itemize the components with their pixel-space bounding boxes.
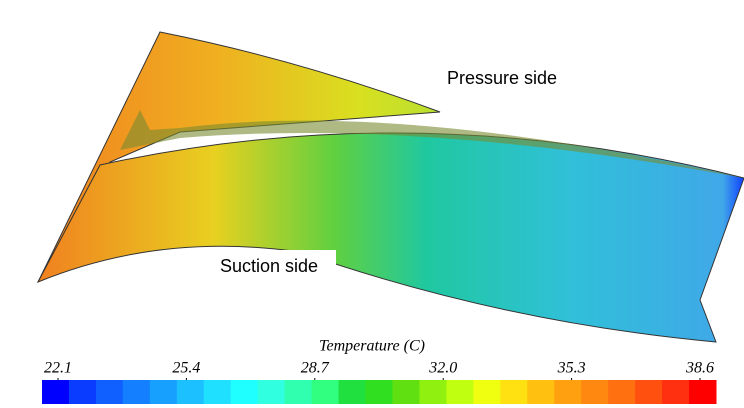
tick-label-box — [34, 360, 82, 378]
label-box — [210, 250, 336, 284]
tick-label: 38.6 — [685, 360, 714, 377]
colorbar-segment — [203, 380, 232, 404]
colorbar-segment — [635, 380, 663, 404]
colorbar-segment — [527, 380, 555, 404]
colorbar-segment — [42, 380, 70, 404]
colorbar-segment — [392, 380, 420, 404]
colorbar-segment — [338, 380, 367, 404]
colorbar-segment — [230, 380, 259, 404]
tick-label: 35.3 — [557, 360, 586, 377]
colorbar-segment — [581, 380, 609, 404]
tick-label-box — [547, 360, 596, 378]
colorbar-segment — [176, 380, 205, 404]
tick-label-box — [290, 360, 339, 378]
colorbar-segment — [122, 380, 151, 404]
colorbar-segment — [257, 380, 286, 404]
colorbar-segment — [149, 380, 178, 404]
colorbar-segment — [419, 380, 447, 404]
tick-label: 28.7 — [301, 360, 330, 377]
colorbar-segment — [365, 380, 393, 404]
colorbar: 22.1 25.4 28.7 32.0 35.3 38.6 — [34, 360, 724, 404]
colorbar-segment — [473, 380, 501, 404]
colorbar-segment — [95, 380, 124, 404]
colorbar-title: Temperature (C) — [319, 338, 425, 355]
colorbar-segment — [446, 380, 474, 404]
tick-label: 25.4 — [172, 360, 200, 377]
colorbar-segment — [68, 380, 97, 404]
colorbar-segment — [554, 380, 582, 404]
pressure-label: Pressure side — [447, 68, 557, 88]
tick-label-box — [419, 360, 468, 378]
label-box — [436, 62, 582, 96]
tick-label-box — [676, 360, 724, 378]
colorbar-segment — [311, 380, 340, 404]
colorbar-segment — [500, 380, 528, 404]
colorbar-segment — [608, 380, 636, 404]
suction-label: Suction side — [220, 256, 318, 276]
blade-edge — [120, 110, 744, 178]
colorbar-segment — [284, 380, 313, 404]
tick-label: 22.1 — [44, 360, 72, 377]
tick-label: 32.0 — [428, 360, 457, 377]
colorbar-segment — [662, 380, 690, 404]
tick-label-box — [162, 360, 211, 378]
colorbar-segment — [689, 380, 717, 404]
